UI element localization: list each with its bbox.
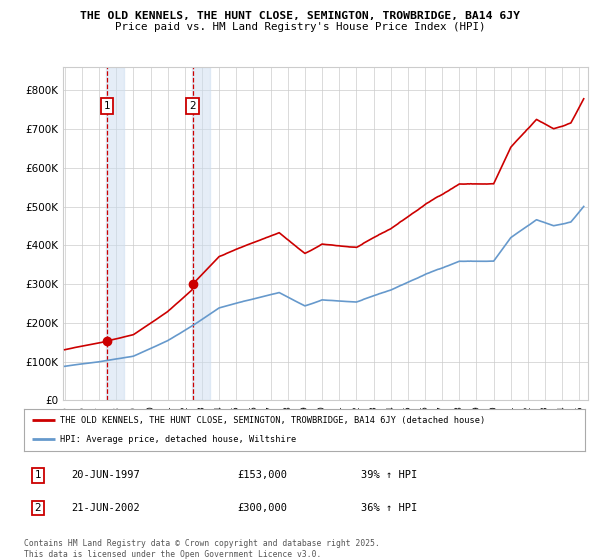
Text: HPI: Average price, detached house, Wiltshire: HPI: Average price, detached house, Wilt… bbox=[61, 435, 297, 444]
Text: THE OLD KENNELS, THE HUNT CLOSE, SEMINGTON, TROWBRIDGE, BA14 6JY (detached house: THE OLD KENNELS, THE HUNT CLOSE, SEMINGT… bbox=[61, 416, 486, 424]
Text: 1: 1 bbox=[104, 101, 110, 111]
Text: Contains HM Land Registry data © Crown copyright and database right 2025.
This d: Contains HM Land Registry data © Crown c… bbox=[24, 539, 380, 559]
Text: £300,000: £300,000 bbox=[237, 503, 287, 513]
Text: 2: 2 bbox=[190, 101, 196, 111]
Text: £153,000: £153,000 bbox=[237, 470, 287, 480]
Text: 39% ↑ HPI: 39% ↑ HPI bbox=[361, 470, 417, 480]
Text: 21-JUN-2002: 21-JUN-2002 bbox=[71, 503, 140, 513]
Text: 36% ↑ HPI: 36% ↑ HPI bbox=[361, 503, 417, 513]
Text: 2: 2 bbox=[35, 503, 41, 513]
Bar bbox=[192, 67, 210, 400]
Text: 1: 1 bbox=[35, 470, 41, 480]
Text: 20-JUN-1997: 20-JUN-1997 bbox=[71, 470, 140, 480]
Bar bbox=[106, 67, 124, 400]
Text: THE OLD KENNELS, THE HUNT CLOSE, SEMINGTON, TROWBRIDGE, BA14 6JY: THE OLD KENNELS, THE HUNT CLOSE, SEMINGT… bbox=[80, 11, 520, 21]
Text: Price paid vs. HM Land Registry's House Price Index (HPI): Price paid vs. HM Land Registry's House … bbox=[115, 22, 485, 32]
